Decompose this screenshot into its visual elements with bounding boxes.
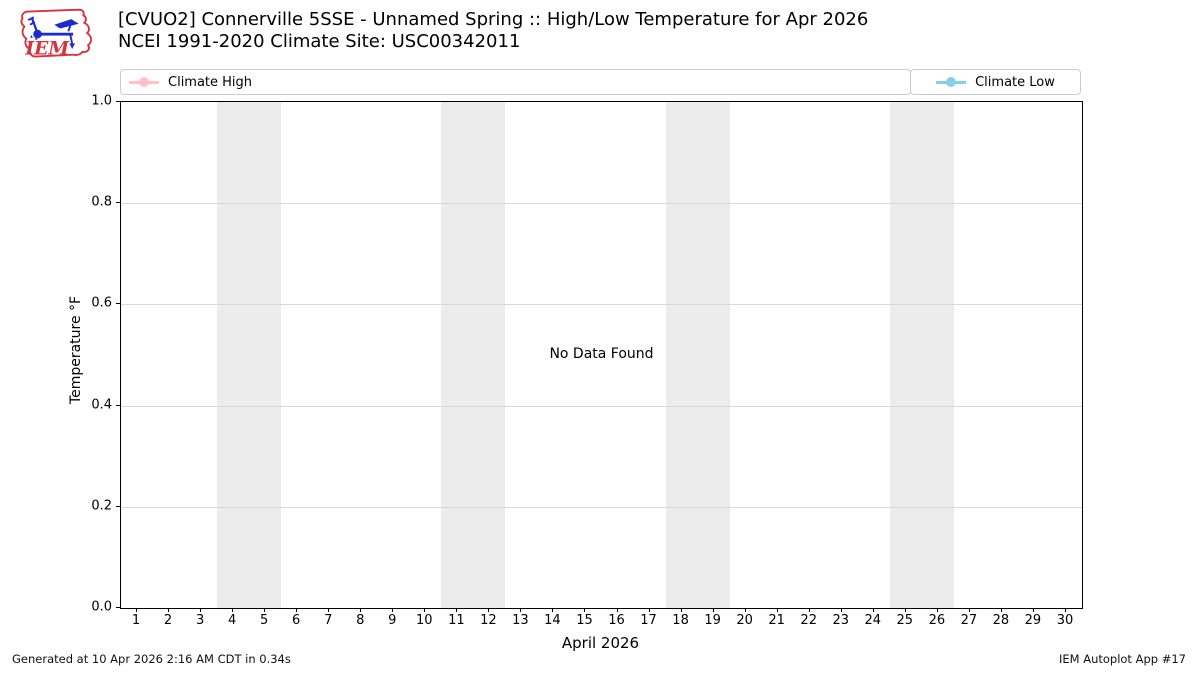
- x-axis-title: April 2026: [561, 634, 640, 652]
- chart-subtitle: NCEI 1991-2020 Climate Site: USC00342011: [118, 31, 521, 52]
- y-tick-label: 0.2: [91, 498, 112, 514]
- y-tick-label: 1.0: [91, 93, 112, 109]
- header-titles: [CVUO2] Connerville 5SSE - Unnamed Sprin…: [118, 9, 868, 53]
- climate-high-marker-icon: [129, 77, 159, 87]
- x-tick-mark: [264, 608, 266, 612]
- x-tick-label: 9: [388, 613, 397, 628]
- x-tick-label: 28: [992, 613, 1010, 628]
- x-tick-label: 11: [448, 613, 465, 628]
- y-tick-mark: [116, 404, 120, 406]
- weekend-shading-band: [441, 102, 506, 608]
- y-tick-mark: [116, 607, 120, 608]
- iem-logo: IEM: [20, 8, 93, 60]
- y-tick-label: 0.6: [91, 295, 112, 311]
- x-tick-mark: [168, 608, 170, 612]
- climate-low-marker-icon: [936, 77, 967, 87]
- y-tick-label: 0.0: [91, 599, 112, 615]
- y-tick-label: 0.8: [91, 194, 112, 210]
- y-gridline: [121, 506, 1082, 508]
- x-tick-label: 18: [672, 613, 689, 628]
- y-gridline: [121, 304, 1082, 306]
- y-gridline: [121, 405, 1082, 407]
- x-tick-mark: [296, 608, 298, 612]
- x-tick-mark: [904, 608, 906, 612]
- x-tick-mark: [1064, 608, 1066, 612]
- x-tick-label: 27: [960, 613, 978, 628]
- x-tick-mark: [776, 608, 778, 612]
- x-tick-mark: [424, 608, 426, 612]
- x-tick-mark: [808, 608, 810, 612]
- x-tick-mark: [648, 608, 650, 612]
- x-tick-mark: [616, 608, 618, 612]
- x-tick-mark: [520, 608, 522, 612]
- generated-at-text: Generated at 10 Apr 2026 2:16 AM CDT in …: [12, 652, 291, 666]
- y-tick-mark: [116, 505, 120, 507]
- y-axis-title: Temperature °F: [68, 295, 84, 405]
- x-tick-mark: [584, 608, 586, 612]
- x-tick-mark: [136, 608, 138, 612]
- x-tick-mark: [936, 608, 938, 612]
- x-tick-mark: [1000, 608, 1002, 612]
- x-tick-label: 29: [1024, 613, 1042, 628]
- x-tick-label: 21: [768, 613, 785, 628]
- x-tick-label: 7: [324, 613, 333, 628]
- x-tick-mark: [200, 608, 202, 612]
- weather-vane-icon: [27, 16, 79, 50]
- iem-logo-text: IEM: [24, 38, 70, 60]
- x-tick-mark: [1032, 608, 1034, 612]
- chart-title: [CVUO2] Connerville 5SSE - Unnamed Sprin…: [118, 9, 869, 30]
- x-tick-label: 25: [896, 613, 914, 628]
- x-tick-label: 16: [608, 613, 625, 628]
- x-tick-label: 22: [800, 613, 817, 628]
- x-tick-label: 5: [260, 613, 269, 628]
- x-tick-mark: [328, 608, 330, 612]
- x-tick-mark: [840, 608, 842, 612]
- x-tick-label: 15: [576, 613, 593, 628]
- x-tick-mark: [744, 608, 746, 612]
- x-tick-label: 14: [544, 613, 561, 628]
- y-tick-label: 0.4: [91, 397, 112, 413]
- x-tick-label: 6: [292, 613, 301, 628]
- x-tick-label: 8: [356, 613, 365, 628]
- x-tick-mark: [232, 608, 234, 612]
- x-tick-label: 2: [163, 613, 173, 628]
- legend-climate-low: Climate Low: [910, 69, 1081, 95]
- x-tick-label: 10: [416, 613, 433, 628]
- legend-climate-high-label: Climate High: [168, 74, 253, 90]
- x-tick-label: 12: [480, 613, 497, 628]
- weekend-shading-band: [889, 102, 954, 608]
- x-tick-label: 3: [195, 613, 205, 628]
- weekend-shading-band: [217, 102, 282, 608]
- y-gridline: [121, 203, 1082, 205]
- plot-area: No Data Found: [120, 101, 1083, 609]
- x-tick-label: 23: [832, 613, 850, 628]
- x-tick-mark: [488, 608, 490, 612]
- x-tick-label: 20: [736, 613, 753, 628]
- x-tick-mark: [712, 608, 714, 612]
- legend-climate-high: Climate High: [120, 69, 911, 95]
- x-tick-mark: [680, 608, 682, 612]
- weekend-shading-band: [665, 102, 730, 608]
- x-tick-label: 17: [640, 613, 657, 628]
- app-credit-text: IEM Autoplot App #17: [1058, 652, 1186, 666]
- x-tick-label: 30: [1056, 613, 1074, 628]
- no-data-message: No Data Found: [549, 346, 654, 362]
- x-tick-mark: [456, 608, 458, 612]
- y-tick-mark: [116, 303, 120, 305]
- x-tick-mark: [392, 608, 394, 612]
- legend-climate-low-label: Climate Low: [975, 74, 1055, 90]
- x-tick-mark: [872, 608, 874, 612]
- x-tick-label: 26: [928, 613, 946, 628]
- y-tick-mark: [116, 202, 120, 204]
- x-tick-label: 4: [227, 613, 237, 628]
- x-tick-label: 13: [512, 613, 529, 628]
- x-tick-mark: [360, 608, 362, 612]
- y-tick-mark: [116, 101, 120, 102]
- x-tick-mark: [968, 608, 970, 612]
- x-tick-label: 19: [704, 613, 721, 628]
- x-tick-label: 1: [131, 613, 141, 628]
- x-tick-mark: [552, 608, 554, 612]
- x-tick-label: 24: [864, 613, 882, 628]
